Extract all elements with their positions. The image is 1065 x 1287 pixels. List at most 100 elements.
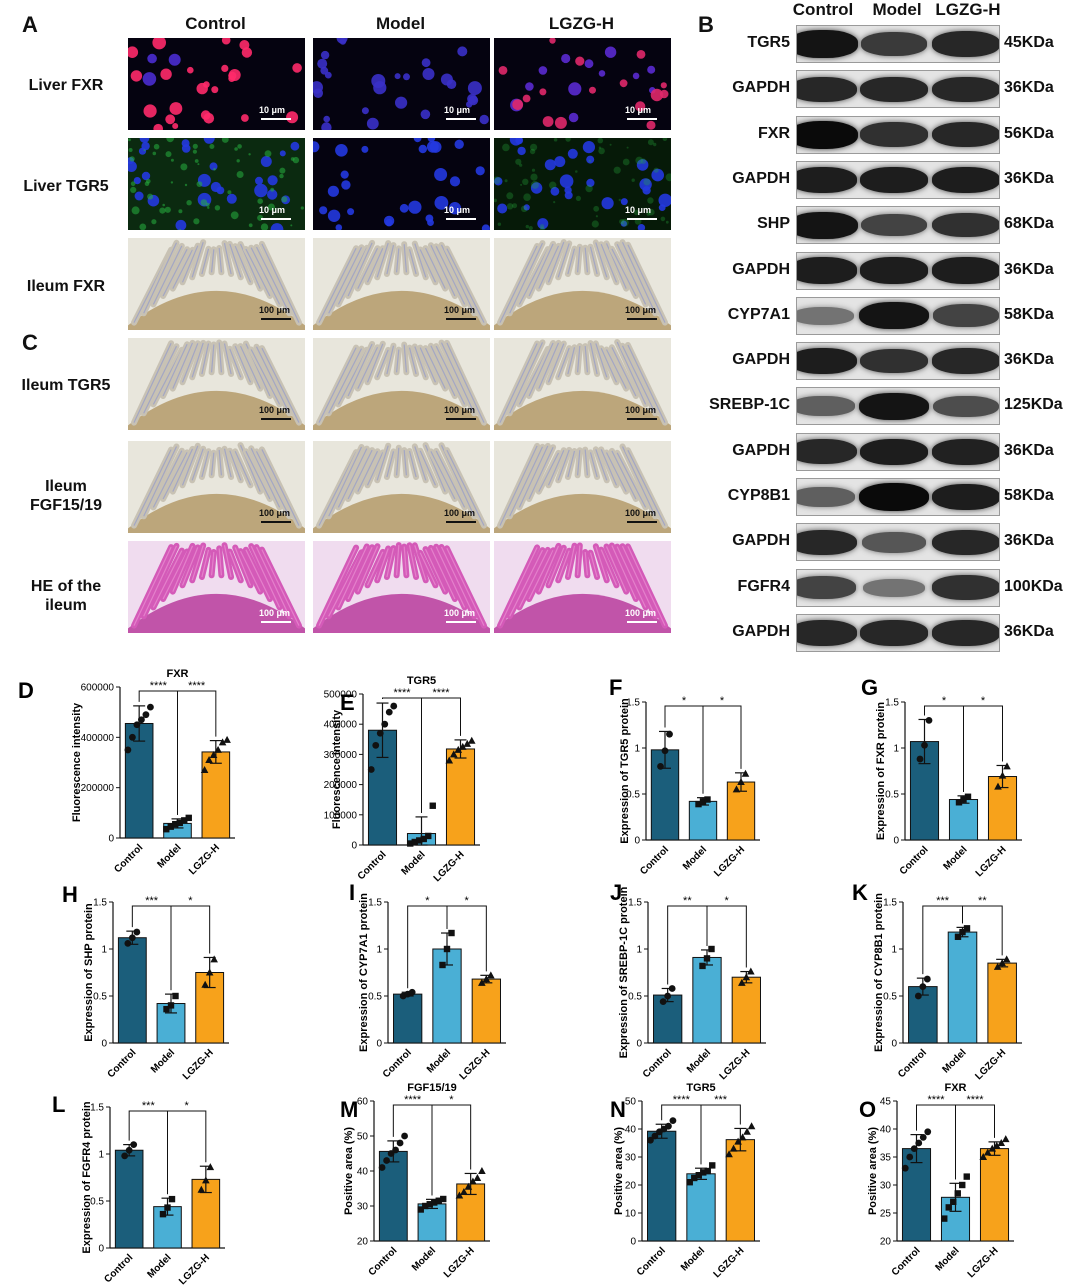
wb-strip — [796, 568, 1000, 607]
data-point — [487, 971, 495, 979]
data-point — [709, 1162, 716, 1169]
significance-label: ** — [683, 895, 692, 907]
data-point — [651, 1132, 659, 1140]
chart-e: E TGR5 0 100000 200000 300000 400000 500000 Fluo… — [324, 675, 480, 884]
data-point — [401, 1132, 408, 1140]
scale-bar — [446, 418, 476, 420]
bar — [650, 749, 680, 841]
data-point — [945, 1204, 952, 1211]
y-tick-label: 20 — [357, 1237, 369, 1248]
data-point — [181, 817, 188, 824]
significance-label: * — [720, 695, 725, 707]
significance-label: * — [425, 895, 430, 907]
x-tick-label: LGZG-H — [458, 1047, 493, 1082]
data-point — [163, 825, 170, 833]
chart-title: FXR — [167, 668, 189, 680]
scale-bar — [627, 521, 657, 523]
wb-band — [859, 438, 929, 465]
y-tick-label: 1.5 — [90, 1103, 104, 1114]
x-tick-label: Control — [381, 1047, 414, 1080]
wb-band — [862, 578, 926, 597]
significance-bracket — [963, 705, 1003, 792]
y-tick-label: 0 — [891, 1039, 897, 1050]
data-point — [455, 1191, 464, 1199]
data-point — [734, 1137, 742, 1145]
wb-band — [933, 304, 999, 328]
chart-o: O FXR 20 25 30 35 40 45 Positive area (%) Control… — [859, 1082, 1014, 1280]
x-tick-label: Model — [145, 1252, 173, 1280]
wb-strip — [796, 342, 1000, 381]
scale-bar — [446, 521, 476, 523]
y-tick-label: 35 — [880, 1153, 892, 1164]
data-point — [955, 799, 963, 806]
data-point — [661, 747, 669, 755]
x-tick-label: Model — [941, 844, 969, 872]
significance-bracket — [916, 1104, 956, 1180]
data-point — [469, 1177, 477, 1185]
data-point — [172, 820, 179, 828]
wb-band — [860, 348, 928, 374]
data-point — [910, 1145, 918, 1152]
chart-title: TGR5 — [686, 1082, 715, 1094]
wb-band — [932, 529, 999, 555]
significance-label: *** — [714, 1094, 728, 1106]
data-point — [704, 796, 711, 803]
x-tick-label: LGZG-H — [712, 1245, 747, 1280]
chart-panel-letter: M — [340, 1097, 358, 1122]
chart-panel-letter: N — [610, 1097, 626, 1122]
wb-kda-label: 68KDa — [1004, 215, 1054, 233]
significance-label: **** — [432, 687, 450, 699]
data-point — [703, 955, 711, 962]
significance-label: *** — [936, 895, 950, 907]
data-point — [901, 1164, 909, 1172]
y-axis-label: Positive area (%) — [343, 1127, 355, 1215]
chart-panel-letter: E — [340, 690, 355, 715]
y-tick-label: 0 — [634, 836, 640, 847]
x-tick-label: LGZG-H — [181, 1047, 216, 1082]
data-point — [464, 1182, 473, 1190]
wb-strip — [796, 251, 1000, 290]
micrograph-fluor-green — [313, 138, 490, 230]
bar — [156, 1003, 186, 1044]
data-point — [385, 708, 393, 716]
data-point — [699, 798, 707, 805]
data-point — [417, 1206, 424, 1213]
chart-panel-letter: I — [349, 880, 355, 905]
data-point — [454, 745, 463, 753]
micro-row-label: Liver FXR — [28, 77, 104, 94]
y-axis-label: Expression of SREBP-1C protein — [618, 886, 630, 1058]
wb-band — [797, 306, 855, 325]
scale-bar — [446, 318, 476, 320]
x-tick-label: LGZG-H — [966, 1245, 1001, 1280]
scale-bar-label: 100 μm — [625, 405, 657, 415]
data-point — [478, 1167, 486, 1174]
chart-panel-letter: H — [62, 882, 78, 907]
data-point — [197, 1185, 206, 1193]
wb-protein-label: GAPDH — [732, 79, 790, 97]
data-point — [998, 771, 1007, 779]
bar — [940, 1196, 971, 1242]
y-tick-label: 1 — [98, 1150, 104, 1161]
wb-kda-label: 100KDa — [1004, 577, 1063, 595]
significance-bracket — [382, 697, 422, 813]
data-point — [209, 750, 218, 758]
bar — [731, 976, 761, 1044]
wb-band — [932, 212, 999, 238]
scale-bar-label: 10 μm — [444, 105, 471, 115]
data-point — [133, 928, 141, 936]
y-axis-label: Expression of FGFR4 protein — [81, 1101, 93, 1253]
significance-label: *** — [142, 1100, 156, 1112]
x-tick-label: LGZG-H — [442, 1245, 477, 1280]
column-header-lgzg-h: LGZG-H — [548, 14, 615, 33]
data-point — [747, 1122, 756, 1130]
wb-protein-label: GAPDH — [732, 441, 790, 459]
data-point — [167, 823, 174, 830]
scale-bar — [627, 621, 657, 623]
chart-panel-letter: K — [852, 880, 868, 905]
wb-band — [931, 257, 999, 284]
y-tick-label: 0.5 — [90, 1197, 104, 1208]
significance-label: ** — [978, 895, 987, 907]
micrograph-ihc — [128, 238, 305, 330]
y-tick-label: 50 — [357, 1132, 369, 1143]
data-point — [128, 934, 136, 942]
